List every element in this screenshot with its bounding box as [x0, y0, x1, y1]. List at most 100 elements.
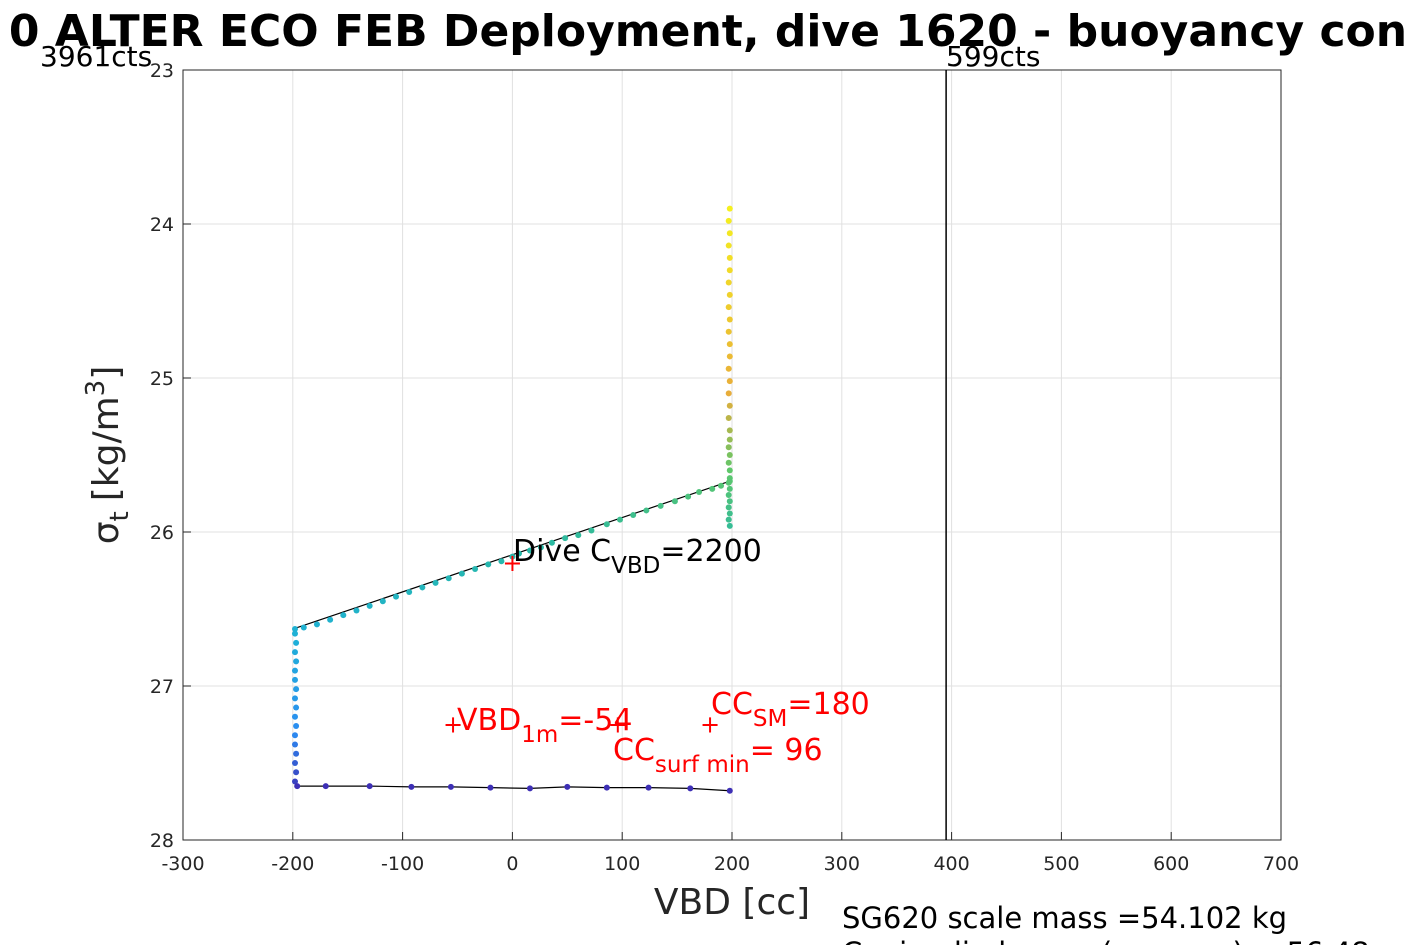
y-tick-label: 25: [150, 368, 174, 390]
x-tick-label: 300: [824, 853, 860, 875]
bottom-data-point: [645, 784, 652, 791]
x-tick-label: 400: [933, 853, 969, 875]
data-point: [725, 217, 732, 224]
data-point: [725, 459, 732, 466]
bottom-data-point: [447, 783, 454, 790]
ccsm-marker: +: [700, 711, 720, 739]
data-point: [293, 723, 300, 730]
y-axis-unit: [kg/m: [86, 396, 127, 501]
data-point: [509, 553, 516, 560]
bottom-trace-line: [297, 785, 730, 792]
bottom-data-point: [408, 783, 415, 790]
data-point: [353, 607, 360, 614]
markers-layer: + + + +: [443, 549, 720, 739]
dive-cvbd-marker: +: [502, 549, 522, 577]
data-point: [291, 732, 298, 739]
y-axis-label: σt [kg/m3]: [81, 366, 135, 545]
points-layer: [291, 205, 733, 794]
data-point: [291, 649, 298, 656]
data-point: [726, 378, 733, 385]
data-point: [293, 639, 300, 646]
bottom-data-point: [526, 785, 533, 792]
ccsurf-sub: surf min: [655, 752, 750, 778]
dive-cvbd-value: =2200: [660, 534, 761, 569]
data-point: [725, 492, 732, 499]
vbd1m-value: =-54: [558, 703, 632, 738]
data-point: [515, 550, 522, 557]
lines-layer: [292, 480, 730, 792]
data-point: [548, 539, 555, 546]
data-point: [726, 478, 733, 485]
y-axis-symbol: σ: [86, 521, 127, 544]
vbd1m-marker: +: [443, 711, 463, 739]
data-point: [696, 488, 703, 495]
data-point: [726, 436, 733, 443]
data-point: [617, 516, 624, 523]
x-tick-label: -300: [161, 853, 204, 875]
y-axis-unit-close: ]: [86, 366, 127, 380]
data-point: [718, 482, 725, 489]
data-point: [575, 532, 582, 539]
data-point: [562, 535, 569, 542]
data-point: [458, 570, 465, 577]
ccsm-annotation: CCSM=180: [711, 687, 870, 732]
data-point: [445, 575, 452, 582]
data-point: [379, 598, 386, 605]
bottom-data-point: [322, 783, 329, 790]
data-point: [291, 667, 298, 674]
chart-title: 0 ALTER ECO FEB Deployment, dive 1620 - …: [9, 6, 1407, 57]
data-point: [588, 527, 595, 534]
ccsurf-value: = 96: [750, 733, 823, 768]
data-point: [293, 769, 300, 776]
footer-implied-mass: C... implied mass (opposes) = 56.48: [842, 936, 1370, 945]
x-tick-label: 600: [1153, 853, 1189, 875]
data-point: [419, 584, 426, 591]
data-point: [726, 427, 733, 434]
ticks-layer: -300 -200 -100 0 100 200 300 400 500 600 700 23 24 25…: [150, 60, 1299, 875]
data-point: [643, 507, 650, 514]
y-tick-label: 27: [150, 676, 174, 698]
data-point: [313, 621, 320, 628]
data-point: [657, 502, 664, 509]
data-point: [293, 704, 300, 711]
bottom-data-point: [294, 783, 301, 790]
x-tick-label: -100: [381, 853, 424, 875]
bottom-data-point: [687, 785, 694, 792]
data-point: [293, 658, 300, 665]
data-point: [726, 353, 733, 360]
dive-cvbd-pre: Dive C: [513, 534, 611, 569]
data-point: [725, 504, 732, 511]
data-point: [291, 676, 298, 683]
data-point: [472, 565, 479, 572]
data-point: [393, 593, 400, 600]
data-point: [726, 205, 733, 212]
data-point: [485, 561, 492, 568]
data-point: [537, 544, 544, 551]
data-point: [726, 522, 733, 529]
data-point: [725, 242, 732, 249]
x-tick-label: 700: [1263, 853, 1299, 875]
data-point: [725, 365, 732, 372]
data-point: [327, 616, 334, 623]
data-point: [726, 254, 733, 261]
x-tick-label: 200: [714, 853, 750, 875]
data-point: [725, 516, 732, 523]
right-count-label: 599cts: [946, 40, 1040, 73]
vbd1m-pre: VBD: [457, 703, 521, 738]
left-count-label: 3961cts: [40, 40, 152, 73]
bottom-data-point: [603, 784, 610, 791]
data-point: [725, 444, 732, 451]
data-point: [300, 624, 307, 631]
ccsurf-annotation: CCsurf min= 96: [613, 733, 823, 778]
bottom-data-point: [726, 787, 733, 794]
y-tick-label: 24: [150, 214, 174, 236]
y-tick-label: 26: [150, 522, 174, 544]
data-point: [498, 558, 505, 565]
data-point: [340, 612, 347, 619]
data-point: [726, 402, 733, 409]
y-tick-label: 23: [150, 60, 174, 82]
y-axis-subscript: t: [105, 511, 135, 521]
ccsm-sub: SM: [753, 706, 787, 732]
